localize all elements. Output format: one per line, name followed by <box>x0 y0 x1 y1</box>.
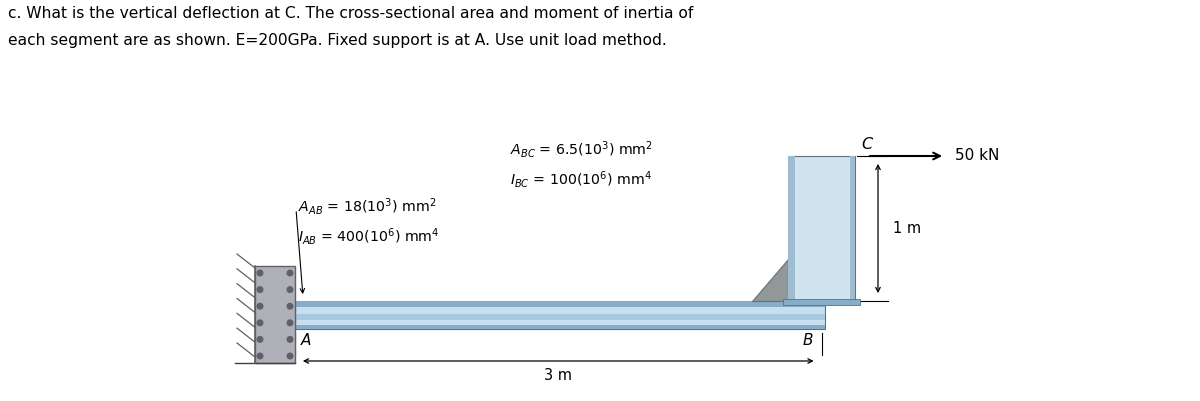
Text: $A_{BC}$ = 6.5(10$^3$) mm$^2$: $A_{BC}$ = 6.5(10$^3$) mm$^2$ <box>510 139 653 160</box>
Circle shape <box>287 353 293 359</box>
Bar <box>850 156 856 301</box>
Text: $I_{AB}$ = 400(10$^6$) mm$^4$: $I_{AB}$ = 400(10$^6$) mm$^4$ <box>298 226 439 247</box>
Circle shape <box>287 287 293 292</box>
Text: B: B <box>803 333 814 348</box>
Circle shape <box>257 270 263 276</box>
Text: c. What is the vertical deflection at C. The cross-sectional area and moment of : c. What is the vertical deflection at C.… <box>8 6 694 21</box>
Text: C: C <box>862 137 872 152</box>
Circle shape <box>287 336 293 342</box>
Text: $I_{BC}$ = 100(10$^6$) mm$^4$: $I_{BC}$ = 100(10$^6$) mm$^4$ <box>510 169 652 190</box>
Text: 1 m: 1 m <box>893 221 922 236</box>
Text: A: A <box>301 333 311 348</box>
Bar <box>254 266 295 363</box>
Circle shape <box>257 353 263 359</box>
Polygon shape <box>752 259 788 301</box>
Bar <box>784 299 860 305</box>
Circle shape <box>257 320 263 326</box>
Bar <box>295 324 826 329</box>
Circle shape <box>257 304 263 309</box>
Circle shape <box>257 336 263 342</box>
Text: 3 m: 3 m <box>545 368 572 383</box>
Text: 50 kN: 50 kN <box>955 148 1000 164</box>
Circle shape <box>257 287 263 292</box>
Bar <box>295 301 826 306</box>
Bar <box>295 301 826 329</box>
Circle shape <box>287 320 293 326</box>
Bar <box>788 156 856 301</box>
Bar <box>788 156 796 301</box>
Text: each segment are as shown. E=200GPa. Fixed support is at A. Use unit load method: each segment are as shown. E=200GPa. Fix… <box>8 33 667 48</box>
Bar <box>295 314 826 320</box>
Circle shape <box>287 270 293 276</box>
Circle shape <box>287 304 293 309</box>
Text: $A_{AB}$ = 18(10$^3$) mm$^2$: $A_{AB}$ = 18(10$^3$) mm$^2$ <box>298 196 437 217</box>
